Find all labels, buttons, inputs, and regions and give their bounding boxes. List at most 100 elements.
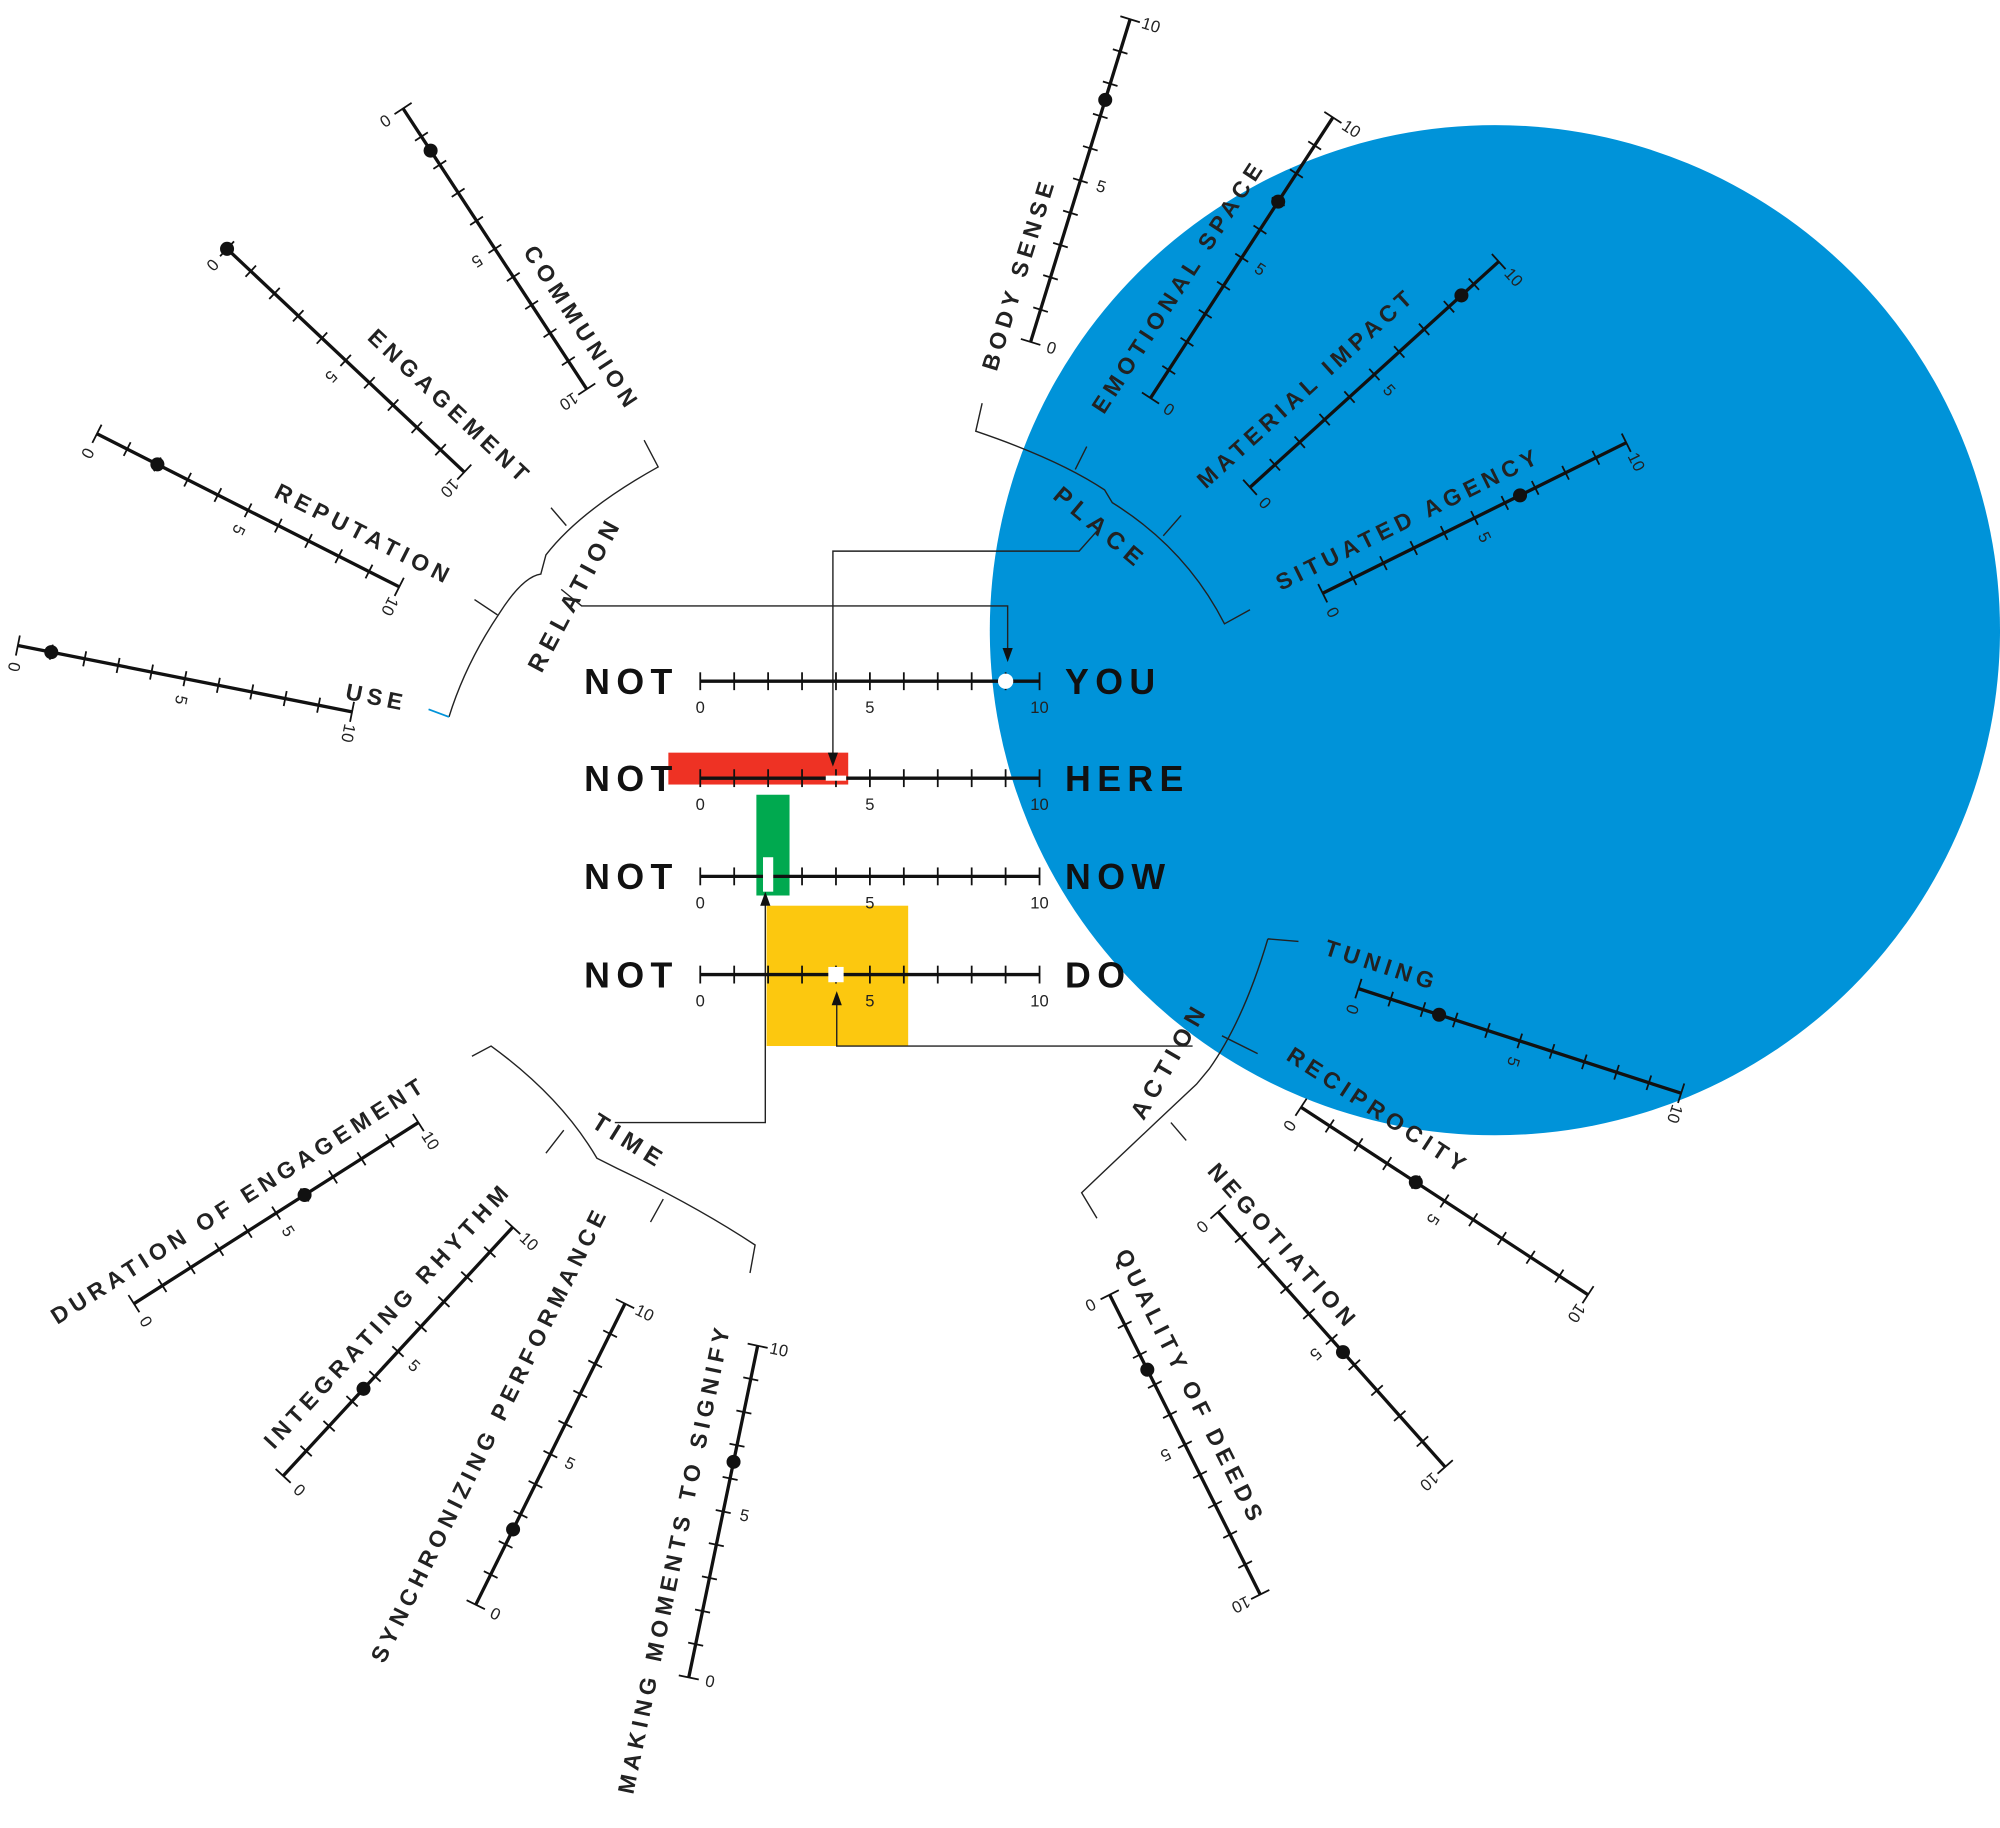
scale-tick (1531, 480, 1540, 496)
scale-tick (543, 1449, 558, 1459)
scale-tick (268, 287, 281, 300)
scale-tick (213, 487, 223, 503)
scale-tick (1382, 1156, 1393, 1171)
scale-tick (747, 1342, 768, 1349)
scale-tick (1500, 495, 1510, 511)
scale-use: 0 5 10 USE (4, 635, 410, 744)
scale-label: INTEGRATING RHYTHM (258, 1177, 516, 1454)
scale-tick (561, 356, 576, 367)
tick-label: 0 (1279, 1117, 1300, 1135)
relation-to-you-connector (560, 588, 1009, 651)
scale-tick (694, 1608, 711, 1614)
scale-tick (414, 131, 429, 142)
scale-tick (1242, 479, 1258, 496)
value-marker (825, 775, 847, 781)
scale-tick (1234, 1231, 1248, 1244)
tick-label: 0 (202, 255, 222, 275)
scale-tick (1032, 306, 1049, 313)
scale-tick (185, 1260, 196, 1275)
value-dot (1513, 488, 1528, 503)
value-dot (726, 1454, 741, 1469)
scale-label: SYNCHRONIZING PERFORMANCE (365, 1202, 613, 1667)
value-dot (1335, 1345, 1350, 1360)
scale-left-label: NOT (584, 857, 678, 897)
scale-tick (572, 1389, 588, 1399)
scale-tick (243, 503, 253, 518)
scale-tick (1452, 1012, 1459, 1028)
action-to-do-connector (836, 1002, 1193, 1047)
scale-tick (385, 1133, 395, 1148)
value-dot (1098, 92, 1113, 107)
scale-tick (322, 1420, 336, 1432)
scale-tick (1436, 1459, 1454, 1475)
scale-tick (1092, 112, 1108, 120)
scale-label: USE (343, 678, 409, 716)
scale-tick (1216, 280, 1231, 291)
tick-label: 5 (738, 1505, 751, 1525)
scale-not-now: NOT NOW 0 5 10 (584, 857, 1165, 912)
scale-tick (182, 670, 188, 687)
scale-tick (1147, 1380, 1163, 1389)
scale-label: COMMUNION (518, 240, 645, 415)
scale-tick (316, 697, 321, 713)
action-bracket (1080, 938, 1299, 1219)
scale-tick (1112, 48, 1128, 55)
tick-label: 0 (376, 110, 394, 131)
scale-tick (1082, 145, 1098, 152)
scale-tick (393, 577, 405, 597)
value-dot (1432, 1007, 1447, 1022)
scale-tick (1052, 242, 1069, 249)
value-dot (297, 1187, 312, 1203)
scale-right-label: HERE (1065, 759, 1190, 799)
scale-tick (1102, 80, 1118, 87)
tick-label: 10 (1030, 893, 1048, 912)
scale-tick (127, 1294, 141, 1313)
scale-tick (292, 309, 305, 322)
tick-label: 5 (321, 367, 341, 387)
scale-tick (577, 382, 596, 396)
scale-tick (587, 1359, 603, 1369)
scale-tick (1324, 1119, 1335, 1133)
scale-tick (466, 1599, 486, 1611)
scale-tick (1418, 323, 1430, 336)
scale-tick (1318, 413, 1331, 426)
scale-tick (1302, 1308, 1316, 1320)
scale-left-label: NOT (584, 759, 678, 799)
scale-tick (1279, 1282, 1293, 1295)
scale-tick (1416, 1435, 1429, 1448)
tick-label: 0 (1044, 338, 1058, 359)
scale-tick (91, 424, 103, 444)
connectors (560, 527, 1193, 1124)
scale-tick (1237, 1560, 1253, 1569)
arrowhead-icon (1002, 648, 1013, 663)
scale-tick (1100, 1289, 1120, 1301)
tick-label: 0 (77, 445, 98, 462)
scale-tick (1439, 525, 1449, 541)
tick-label: 10 (632, 1300, 657, 1325)
group-label-relation: RELATION (523, 511, 628, 676)
scale-tick (1294, 1098, 1308, 1117)
scale-tick (1198, 308, 1213, 319)
tick-label: 0 (696, 698, 705, 717)
tick-label: 10 (1338, 116, 1364, 142)
scale-tick (1409, 540, 1418, 556)
scale-tick (615, 1298, 635, 1310)
relation-bracket (448, 439, 660, 718)
tick-label: 5 (171, 694, 191, 707)
scale-tick (736, 1409, 752, 1415)
tick-label: 5 (1423, 1210, 1444, 1228)
scale-tick (1581, 1054, 1588, 1070)
scale-tick (1379, 555, 1388, 571)
scale-tick (1141, 391, 1160, 405)
scale-tick (437, 1295, 451, 1308)
scale-tick (451, 187, 466, 198)
tick-label: 0 (696, 893, 705, 912)
scale-tick (1370, 1384, 1384, 1397)
value-dot (1454, 288, 1469, 303)
scale-tick (483, 1570, 498, 1579)
scale-tick (368, 1370, 382, 1383)
scale-tick (356, 1151, 367, 1166)
value-dot (150, 457, 165, 472)
scale-tick (1484, 1022, 1491, 1039)
scale-tick (328, 1169, 338, 1184)
